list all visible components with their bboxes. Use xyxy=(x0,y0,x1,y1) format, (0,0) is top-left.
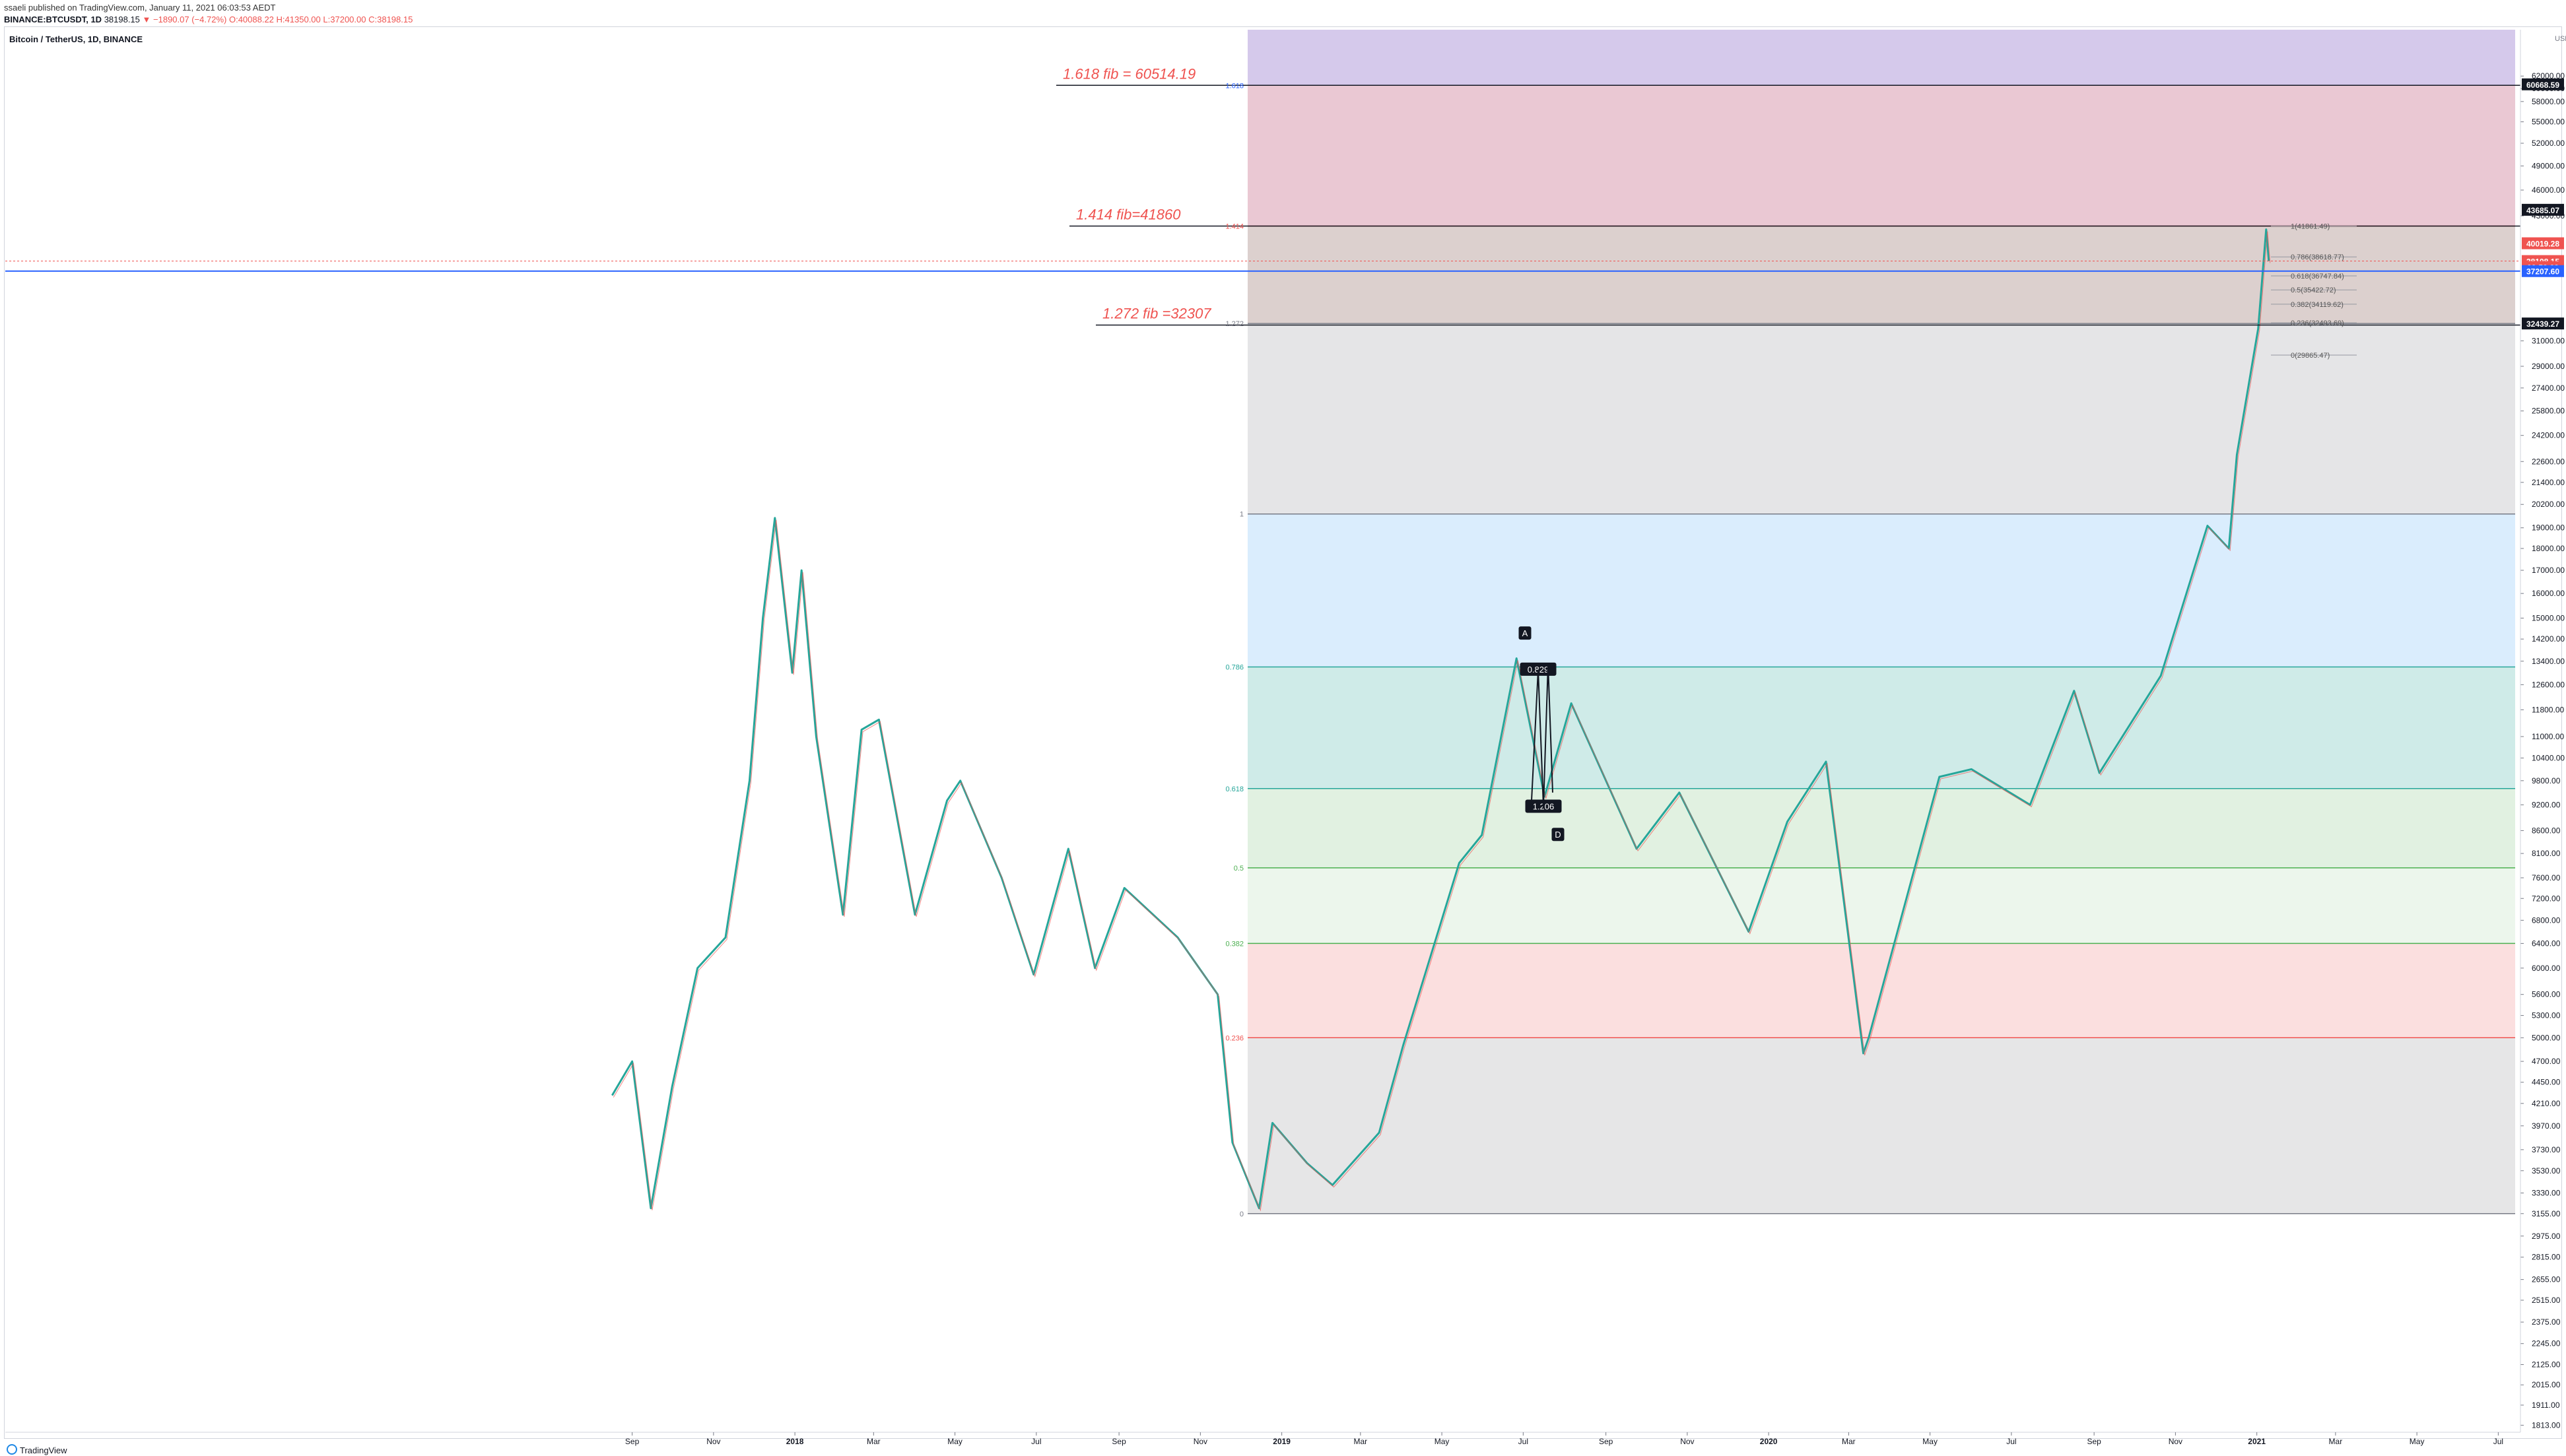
tradingview-icon xyxy=(7,1444,17,1455)
ohlc-open: O:40088.22 xyxy=(228,15,274,24)
last-price: 38198.15 xyxy=(104,15,140,24)
published-line: ssaeli published on TradingView.com, Jan… xyxy=(4,3,276,13)
header: ssaeli published on TradingView.com, Jan… xyxy=(0,0,2566,26)
footer-brand: TradingView xyxy=(20,1445,67,1455)
ohlc-close: C:38198.15 xyxy=(368,15,413,24)
symbol-line: BINANCE:BTCUSDT, 1D 38198.15 ▼ −1890.07 … xyxy=(4,15,413,24)
price-change: ▼ −1890.07 (−4.72%) xyxy=(142,15,227,24)
chart-pane[interactable] xyxy=(4,26,2562,1439)
symbol-name: BINANCE:BTCUSDT, 1D xyxy=(4,15,102,24)
chart-title: Bitcoin / TetherUS, 1D, BINANCE xyxy=(9,34,143,44)
footer xyxy=(0,1441,2566,1456)
ohlc-low: L:37200.00 xyxy=(323,15,366,24)
tradingview-logo[interactable]: TradingView xyxy=(7,1444,67,1455)
ohlc-high: H:41350.00 xyxy=(276,15,321,24)
